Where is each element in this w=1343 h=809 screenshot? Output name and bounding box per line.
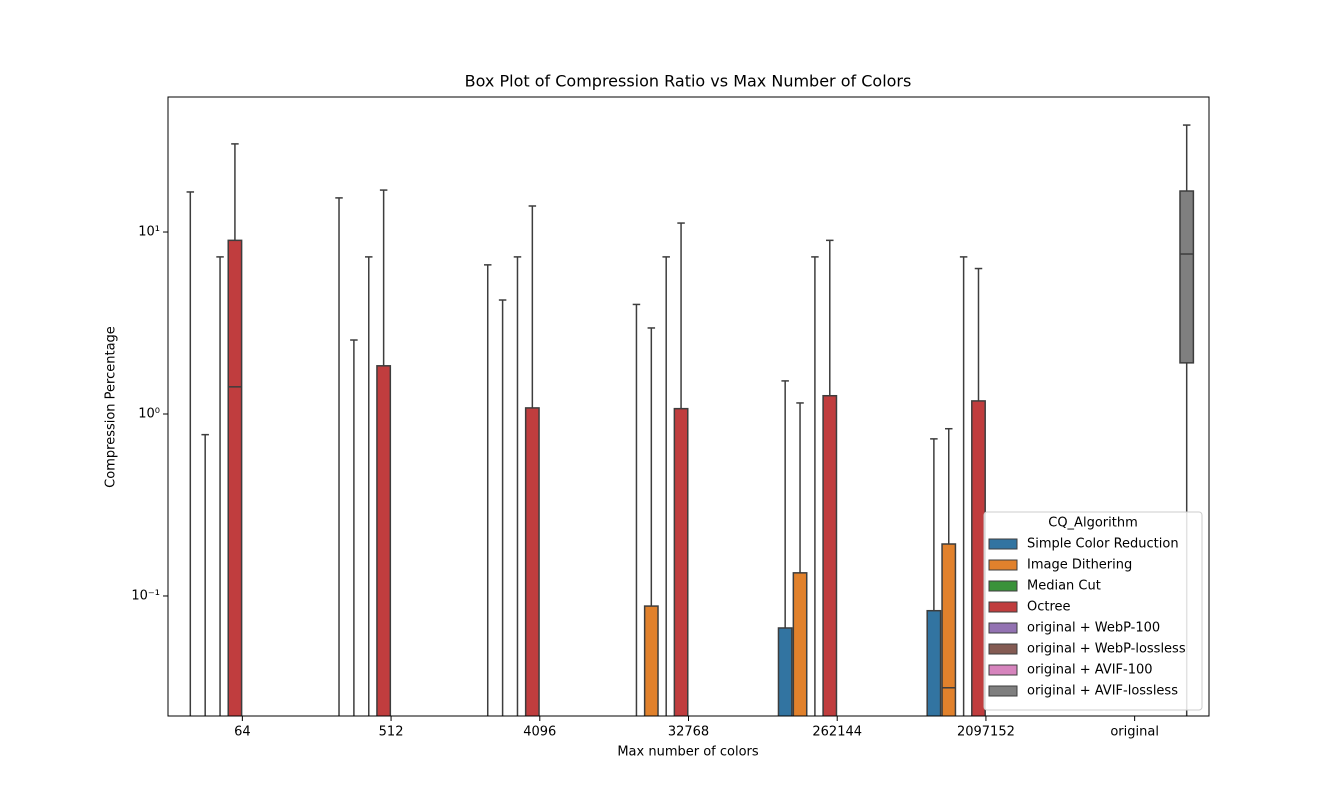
legend-swatch: [988, 601, 1018, 613]
x-tick-label: 512: [379, 725, 404, 740]
legend-label: original + WebP-100: [1027, 621, 1160, 636]
y-tick-label: 10¹: [138, 225, 160, 240]
legend-swatch: [988, 580, 1018, 592]
box: [777, 627, 793, 716]
legend-swatch: [988, 559, 1018, 571]
x-tick-label: 262144: [812, 725, 862, 740]
x-tick-label: original: [1110, 725, 1159, 740]
legend-swatch: [988, 622, 1018, 634]
legend-label: Median Cut: [1027, 579, 1101, 594]
legend-label: Image Dithering: [1027, 558, 1132, 573]
box: [792, 572, 808, 716]
box: [941, 543, 957, 716]
legend-box: [983, 511, 1203, 711]
legend-label: original + AVIF-100: [1027, 663, 1153, 678]
x-tick-label: 32768: [668, 725, 709, 740]
legend-label: original + WebP-lossless: [1027, 642, 1186, 657]
legend-swatch: [988, 685, 1018, 697]
box: [524, 407, 540, 716]
legend-label: Octree: [1027, 600, 1071, 615]
chart-title: Box Plot of Compression Ratio vs Max Num…: [465, 72, 912, 91]
box: [971, 400, 986, 716]
box: [673, 407, 689, 716]
legend-title: CQ_Algorithm: [1048, 516, 1137, 531]
y-tick-label: 10⁰: [138, 406, 160, 421]
box: [822, 394, 838, 716]
box: [643, 605, 659, 716]
box: [376, 365, 392, 716]
plot-area: [186, 124, 1195, 716]
box: [1179, 190, 1195, 364]
legend-swatch: [988, 643, 1018, 655]
x-tick-label: 4096: [523, 725, 556, 740]
x-tick-label: 2097152: [957, 725, 1015, 740]
legend-label: Simple Color Reduction: [1027, 537, 1179, 552]
box: [926, 609, 942, 716]
x-tick-label: 64: [234, 725, 251, 740]
box: [227, 239, 243, 716]
legend-swatch: [988, 664, 1018, 676]
legend-swatch: [988, 538, 1018, 550]
y-axis-label: Compression Percentage: [104, 326, 119, 488]
x-axis-label: Max number of colors: [617, 745, 759, 760]
legend-label: original + AVIF-lossless: [1027, 684, 1178, 699]
y-tick-label: 10⁻¹: [131, 588, 160, 603]
